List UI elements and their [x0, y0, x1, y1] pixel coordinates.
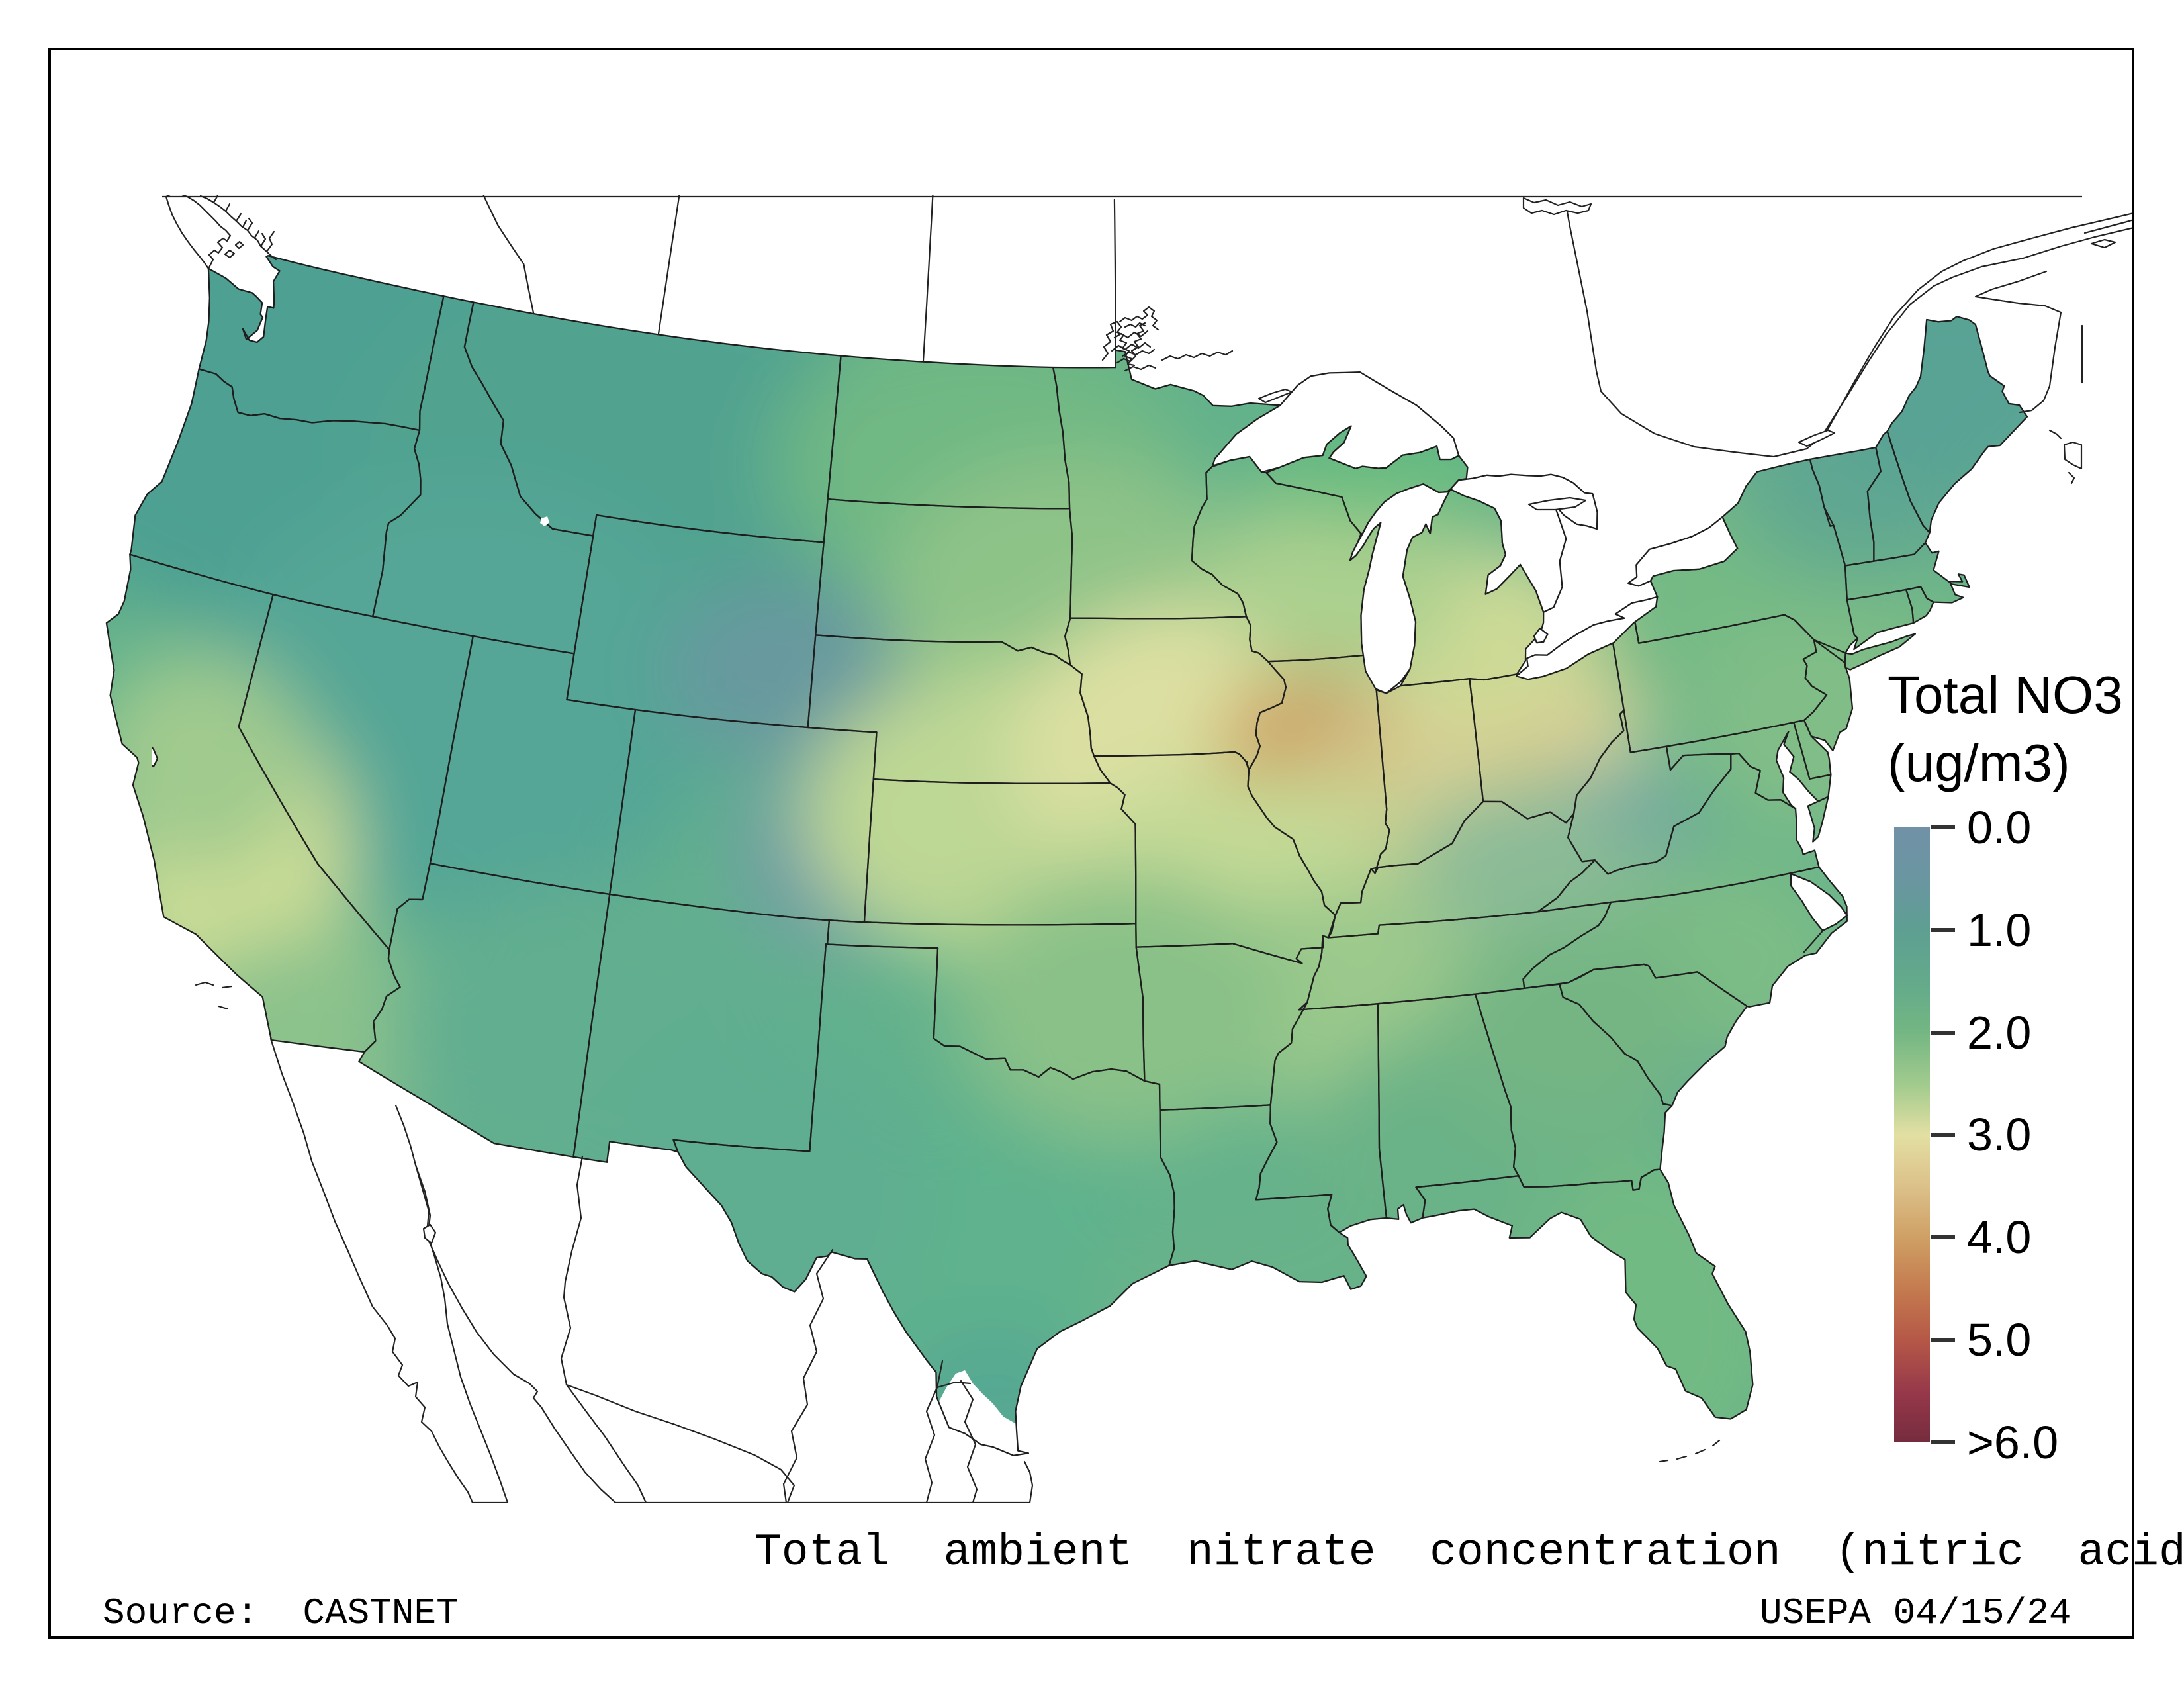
svg-text:1.0: 1.0 [1967, 904, 2031, 956]
svg-text:0.0: 0.0 [1967, 802, 2031, 853]
svg-text:Total ambient nitrate conce: Total ambient nitrate concentration (nit… [754, 1527, 2184, 1578]
svg-text:>6.0: >6.0 [1967, 1417, 2058, 1468]
svg-text:4.0: 4.0 [1967, 1211, 2031, 1263]
svg-text:(ug/m3): (ug/m3) [1888, 733, 2070, 792]
svg-text:3.0: 3.0 [1967, 1109, 2031, 1160]
svg-text:2.0: 2.0 [1967, 1007, 2031, 1058]
svg-text:Total NO3: Total NO3 [1888, 665, 2123, 724]
svg-text:USEPA 04/15/24: USEPA 04/15/24 [1760, 1592, 2071, 1634]
svg-text:Source: CASTNET: Source: CASTNET [103, 1592, 459, 1634]
svg-text:5.0: 5.0 [1967, 1314, 2031, 1366]
